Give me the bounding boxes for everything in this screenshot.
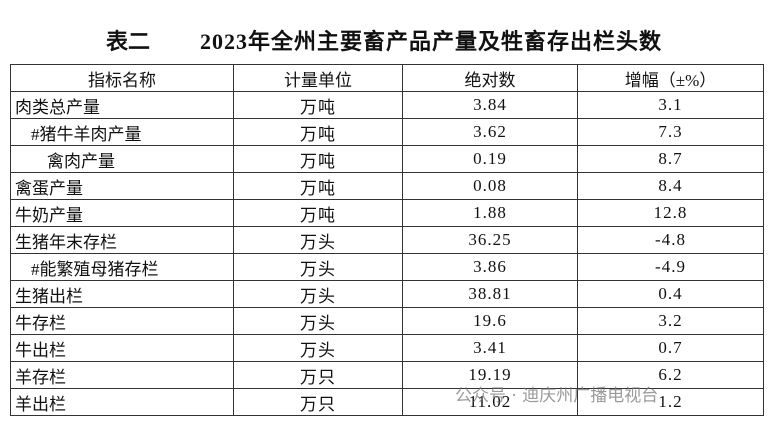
cell: 万吨 xyxy=(233,91,403,119)
cell: 3.62 xyxy=(402,118,578,146)
row-name: 牛出栏 xyxy=(10,334,234,362)
cell: 11.02 xyxy=(402,388,578,416)
table-row: 羊存栏 万只 19.19 6.2 xyxy=(10,361,764,389)
row-name: 牛奶产量 xyxy=(10,199,234,227)
cell: 0.08 xyxy=(402,172,578,200)
table-row: #猪牛羊肉产量 万吨 3.62 7.3 xyxy=(10,118,764,146)
cell: 8.7 xyxy=(577,145,764,173)
cell: 万头 xyxy=(233,226,403,254)
row-name: 生猪年末存栏 xyxy=(10,226,234,254)
cell: 万头 xyxy=(233,253,403,281)
column-header: 指标名称 xyxy=(10,64,234,92)
cell: 7.3 xyxy=(577,118,764,146)
row-name: 禽肉产量 xyxy=(10,145,234,173)
column-header: 计量单位 xyxy=(233,64,403,92)
cell: 1.2 xyxy=(577,388,764,416)
table-row: 牛存栏 万头 19.6 3.2 xyxy=(10,307,764,335)
row-name: #能繁殖母猪存栏 xyxy=(10,253,234,281)
watermark: 公众号 · 迪庆州广播电视台 xyxy=(455,386,659,406)
table-row: 禽肉产量 万吨 0.19 8.7 xyxy=(10,145,764,173)
table-row: 禽蛋产量 万吨 0.08 8.4 xyxy=(10,172,764,200)
data-table: 指标名称 计量单位 绝对数 增幅（±%） 肉类总产量 万吨 3.84 3.1 #猪牛羊肉产量万… xyxy=(10,64,764,416)
cell: 3.41 xyxy=(402,334,578,362)
header-row: 指标名称 计量单位 绝对数 增幅（±%） xyxy=(10,64,764,92)
cell: 万吨 xyxy=(233,199,403,227)
cell: 1.88 xyxy=(402,199,578,227)
table-row: 牛出栏 万头 3.41 0.7 xyxy=(10,334,764,362)
table-row: #能繁殖母猪存栏 万头 3.86 -4.9 xyxy=(10,253,764,281)
table-row: 生猪出栏 万头 38.81 0.4 xyxy=(10,280,764,308)
cell: -4.8 xyxy=(577,226,764,254)
cell: 万只 xyxy=(233,361,403,389)
row-name: 羊出栏 xyxy=(10,388,234,416)
cell: 万只 xyxy=(233,388,403,416)
table-body: 肉类总产量 万吨 3.84 3.1 #猪牛羊肉产量 万吨 3.62 7.3 禽肉产量 万吨 0.19… xyxy=(10,91,764,416)
cell: 38.81 xyxy=(402,280,578,308)
row-name: 肉类总产量 xyxy=(10,91,234,119)
cell: 万吨 xyxy=(233,145,403,173)
cell: -4.9 xyxy=(577,253,764,281)
cell: 万头 xyxy=(233,307,403,335)
cell: 19.6 xyxy=(402,307,578,335)
cell: 8.4 xyxy=(577,172,764,200)
cell: 3.2 xyxy=(577,307,764,335)
cell: 0.7 xyxy=(577,334,764,362)
cell: 36.25 xyxy=(402,226,578,254)
table-row: 生猪年末存栏 万头 36.25 -4.8 xyxy=(10,226,764,254)
cell: 3.84 xyxy=(402,91,578,119)
row-name: #猪牛羊肉产量 xyxy=(10,118,234,146)
table-label: 表二 xyxy=(106,29,151,54)
row-name: 羊存栏 xyxy=(10,361,234,389)
table-title: 2023年全州主要畜产品产量及牲畜存出栏头数 xyxy=(200,29,663,54)
cell: 6.2 xyxy=(577,361,764,389)
cell: 万头 xyxy=(233,334,403,362)
cell: 0.4 xyxy=(577,280,764,308)
table-row: 牛奶产量 万吨 1.88 12.8 xyxy=(10,199,764,227)
table-row: 羊出栏 万只 11.02 1.2 xyxy=(10,388,764,416)
table-row: 肉类总产量 万吨 3.84 3.1 xyxy=(10,91,764,119)
cell: 12.8 xyxy=(577,199,764,227)
row-name: 生猪出栏 xyxy=(10,280,234,308)
cell: 万吨 xyxy=(233,118,403,146)
column-header: 增幅（±%） xyxy=(577,64,764,92)
cell: 万头 xyxy=(233,280,403,308)
row-name: 禽蛋产量 xyxy=(10,172,234,200)
cell: 万吨 xyxy=(233,172,403,200)
row-name: 牛存栏 xyxy=(10,307,234,335)
cell: 3.1 xyxy=(577,91,764,119)
cell: 3.86 xyxy=(402,253,578,281)
cell: 0.19 xyxy=(402,145,578,173)
column-header: 绝对数 xyxy=(402,64,578,92)
title-bar: 表二 2023年全州主要畜产品产量及牲畜存出栏头数 xyxy=(0,22,776,54)
